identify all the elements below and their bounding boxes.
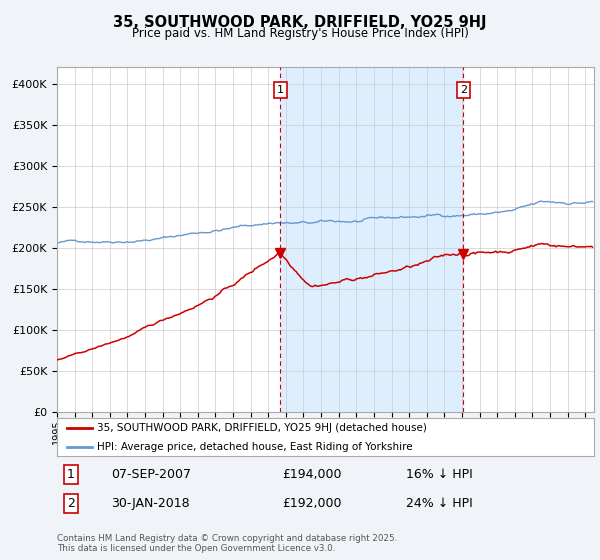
Text: £194,000: £194,000 [283,468,342,481]
Bar [280,67,463,412]
Text: 1: 1 [277,85,284,95]
Text: 30-JAN-2018: 30-JAN-2018 [111,497,190,510]
Text: 07-SEP-2007: 07-SEP-2007 [111,468,191,481]
Text: 35, SOUTHWOOD PARK, DRIFFIELD, YO25 9HJ: 35, SOUTHWOOD PARK, DRIFFIELD, YO25 9HJ [113,15,487,30]
Text: 2: 2 [460,85,467,95]
Text: £192,000: £192,000 [283,497,342,510]
Text: 16% ↓ HPI: 16% ↓ HPI [406,468,473,481]
Text: 1: 1 [67,468,74,481]
Text: 24% ↓ HPI: 24% ↓ HPI [406,497,473,510]
Text: 35, SOUTHWOOD PARK, DRIFFIELD, YO25 9HJ (detached house): 35, SOUTHWOOD PARK, DRIFFIELD, YO25 9HJ … [97,423,427,433]
Text: 2: 2 [67,497,74,510]
Text: Contains HM Land Registry data © Crown copyright and database right 2025.
This d: Contains HM Land Registry data © Crown c… [57,534,397,553]
Text: Price paid vs. HM Land Registry's House Price Index (HPI): Price paid vs. HM Land Registry's House … [131,27,469,40]
Text: HPI: Average price, detached house, East Riding of Yorkshire: HPI: Average price, detached house, East… [97,442,413,452]
